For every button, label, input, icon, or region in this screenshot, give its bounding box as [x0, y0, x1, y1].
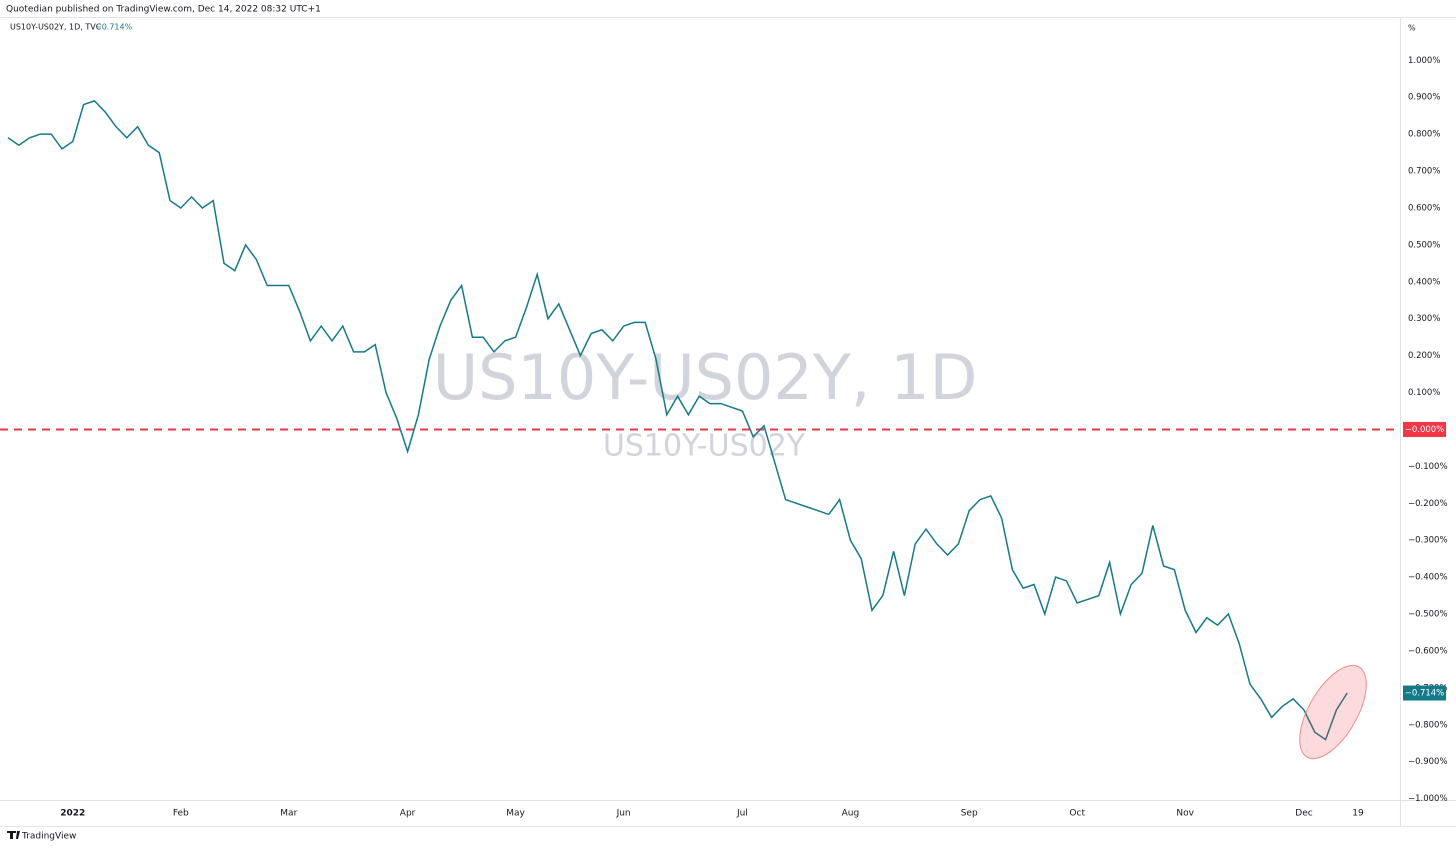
y-tick-label: −1.000% [1408, 794, 1448, 804]
y-tick-label: 0.800% [1408, 130, 1440, 140]
x-tick-label: Aug [842, 809, 860, 819]
x-tick-label: 19 [1352, 809, 1364, 819]
y-tick-label: 0.500% [1408, 240, 1440, 250]
x-tick-label: Apr [400, 809, 416, 819]
hline-label: −0.000% [1405, 425, 1445, 435]
header: Quotedian published on TradingView.com, … [6, 5, 321, 15]
watermark: US10Y-US02Y, 1D [433, 341, 978, 414]
x-tick-label: Feb [173, 809, 189, 819]
y-tick-label: 0.400% [1408, 277, 1440, 287]
x-tick-label: Dec [1295, 809, 1312, 819]
y-tick-label: −0.900% [1408, 757, 1448, 767]
symbol: US10Y-US02Y, 1D, TVC [10, 23, 102, 32]
y-tick-label: 0.700% [1408, 167, 1440, 177]
x-tick-label: Jun [616, 809, 631, 819]
y-tick-label: −0.500% [1408, 610, 1448, 620]
hline-label-box [1403, 421, 1446, 437]
last-value-label: −0.714% [1405, 689, 1445, 699]
x-tick-label: Oct [1069, 809, 1085, 819]
brand: TradingView [21, 832, 76, 842]
y-tick-label: 0.200% [1408, 351, 1440, 361]
line [7, 100, 1348, 741]
x-tick-label: Mar [280, 809, 297, 819]
highlight-ellipse [1299, 664, 1367, 760]
y-tick-label: 0.100% [1408, 388, 1440, 398]
y-tick-label: −0.800% [1408, 720, 1448, 730]
y-tick-label: −0.200% [1408, 499, 1448, 509]
y-tick-label: −0.100% [1408, 462, 1448, 472]
plot [0, 100, 1400, 741]
y-tick-label: 0.600% [1408, 203, 1440, 213]
y-tick-label: −0.300% [1408, 536, 1448, 546]
x-tick-label: Nov [1176, 809, 1194, 819]
x-tick-label: 2022 [60, 809, 85, 819]
x-tick-label: May [506, 809, 525, 819]
x-tick-label: Sep [961, 809, 978, 819]
watermark-sub: US10Y-US02Y [603, 429, 806, 464]
x-tick-label: Jul [736, 809, 748, 819]
y-tick-label: −0.400% [1408, 573, 1448, 583]
last-value-box [1403, 685, 1446, 701]
y-tick-label: 0.300% [1408, 314, 1440, 324]
y-tick-label: −0.600% [1408, 646, 1448, 656]
last-value-header: −0.714% [95, 23, 133, 32]
y-unit: % [1408, 24, 1416, 33]
brand-logo [7, 831, 20, 839]
y-tick-label: 1.000% [1408, 56, 1440, 66]
y-tick-label: 0.900% [1408, 93, 1440, 103]
